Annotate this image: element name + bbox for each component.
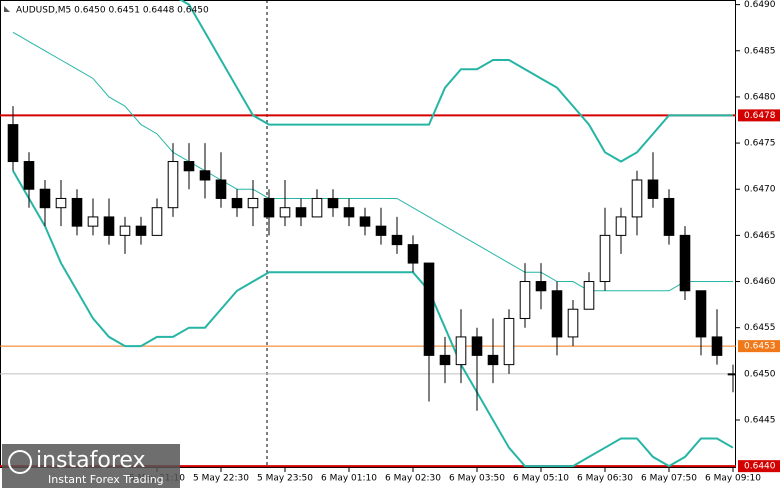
candle-body xyxy=(551,290,563,338)
x-tick-label: 6 May 02:30 xyxy=(385,474,441,484)
level-line-tag xyxy=(738,340,780,353)
band-line xyxy=(12,31,733,292)
candle-body xyxy=(183,161,195,172)
candle-body xyxy=(567,308,579,338)
watermark-logo xyxy=(8,450,32,474)
candle-body xyxy=(487,354,499,366)
y-tick-label: 0.6445 xyxy=(744,416,776,426)
candle-body xyxy=(7,124,19,163)
candle-body xyxy=(583,281,595,310)
level-line-label: 0.6478 xyxy=(744,111,776,121)
level-line-tag xyxy=(738,460,780,473)
price-line-label: 0.6450 xyxy=(744,369,776,379)
candle-body xyxy=(199,170,211,181)
candle-body xyxy=(167,161,179,209)
y-tick-label: 0.6470 xyxy=(744,185,776,195)
header-icon xyxy=(4,6,10,12)
header: AUDUSD,M5 0.6450 0.6451 0.6448 0.6450 xyxy=(16,6,209,16)
watermark-title: instaforex xyxy=(36,448,146,473)
watermark: instaforex Instant Forex Trading xyxy=(2,444,180,488)
candle-body xyxy=(279,207,291,218)
x-tick-label: 6 May 06:30 xyxy=(577,474,633,484)
candle-body xyxy=(71,197,83,227)
watermark-box xyxy=(2,444,180,488)
candle-body xyxy=(439,354,451,366)
y-tick-label: 0.6455 xyxy=(744,323,776,333)
candle-body xyxy=(375,225,387,236)
candle-body xyxy=(215,179,227,199)
band-line xyxy=(12,170,734,468)
candle-body xyxy=(663,197,675,236)
y-tick-label: 0.6475 xyxy=(744,139,776,149)
candle-body xyxy=(23,161,35,190)
watermark-subtitle: Instant Forex Trading xyxy=(48,473,164,486)
level-line-label: 0.6440 xyxy=(744,462,776,472)
candle-body xyxy=(423,262,435,356)
x-tick-label: 6 May 05:10 xyxy=(513,474,569,484)
candle-body xyxy=(695,290,707,338)
candle-body xyxy=(503,317,515,366)
candle-body xyxy=(247,197,259,209)
candle-body xyxy=(535,281,547,292)
candle-body xyxy=(135,225,147,236)
candle-body xyxy=(359,216,371,227)
candle-body xyxy=(727,373,736,376)
candle-body xyxy=(263,197,275,218)
price-line-tag xyxy=(738,367,780,380)
candle-body xyxy=(391,234,403,246)
candle-body xyxy=(679,234,691,292)
x-tick-label: 5 May 23:50 xyxy=(257,474,313,484)
level-line-tag xyxy=(738,109,780,122)
plot-area xyxy=(0,0,736,468)
candle-body xyxy=(711,336,723,356)
x-tick-label: 6 May 03:50 xyxy=(449,474,505,484)
y-tick-label: 0.6465 xyxy=(744,231,776,241)
level-line-label: 0.6453 xyxy=(744,342,776,352)
candle-body xyxy=(119,225,131,236)
candle-body xyxy=(295,207,307,218)
candle-body xyxy=(327,197,339,209)
y-tick-label: 0.6480 xyxy=(744,92,776,102)
candle-body xyxy=(343,207,355,218)
candle-body xyxy=(87,216,99,227)
candle-body xyxy=(647,179,659,199)
x-tick-label: 6 May 09:10 xyxy=(705,474,761,484)
x-tick-label: 6 May 07:50 xyxy=(641,474,697,484)
y-tick-label: 0.6490 xyxy=(744,0,776,10)
candle-body xyxy=(599,234,611,283)
candle-body xyxy=(55,197,67,209)
candle-body xyxy=(103,216,115,236)
band-line xyxy=(178,0,733,163)
candle-body xyxy=(519,281,531,319)
candle-body xyxy=(455,336,467,366)
candle-body xyxy=(615,216,627,236)
candle-body xyxy=(407,244,419,264)
axes: 0.6490 0.6485 0.6480 0.6475 0.6470 0.6465 0.64… xyxy=(129,0,780,484)
x-tick-label: 6 May 01:10 xyxy=(321,474,377,484)
y-tick-label: 0.6485 xyxy=(744,46,776,56)
candle-body xyxy=(39,188,51,209)
x-tick-label: 5 May 22:30 xyxy=(193,474,249,484)
candle-body xyxy=(151,207,163,236)
candle-body xyxy=(471,336,483,356)
candle-body xyxy=(311,197,323,218)
candle-body xyxy=(631,179,643,218)
candle-body xyxy=(231,197,243,209)
y-tick-label: 0.6460 xyxy=(744,277,776,287)
